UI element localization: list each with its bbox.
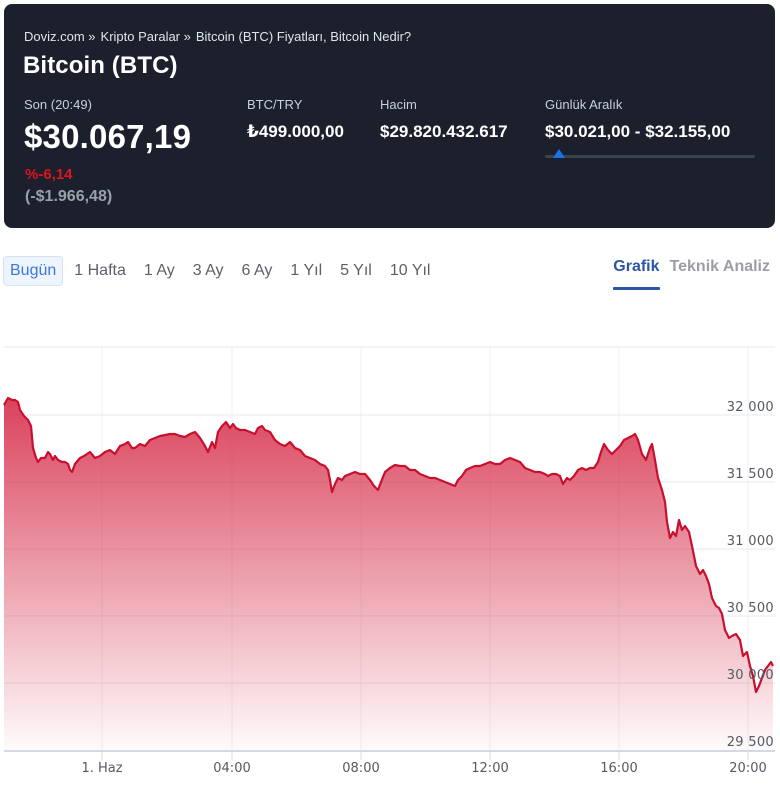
breadcrumb-crypto[interactable]: Kripto Paralar » <box>100 29 191 44</box>
tab-chart[interactable]: Grafik <box>613 258 660 290</box>
breadcrumb: Doviz.com » Kripto Paralar » Bitcoin (BT… <box>24 29 411 44</box>
breadcrumb-current[interactable]: Bitcoin (BTC) Fiyatları, Bitcoin Nedir? <box>195 29 412 44</box>
period-10-years[interactable]: 10 Yıl <box>389 262 431 279</box>
breadcrumb-home[interactable]: Doviz.com » <box>24 29 96 44</box>
btc-try-value: ₺499.000,00 <box>247 122 344 141</box>
daily-range-value: $30.021,00 - $32.155,00 <box>545 122 731 141</box>
btc-try-label: BTC/TRY <box>247 97 303 112</box>
volume-value: $29.820.432.617 <box>380 122 508 141</box>
y-tick-31500: 31 500 <box>726 467 774 482</box>
last-price: $30.067,19 <box>24 118 192 155</box>
last-price-label: Son (20:49) <box>24 97 92 112</box>
price-line <box>3 396 774 694</box>
period-3-months[interactable]: 3 Ay <box>192 262 224 279</box>
instrument-header: Doviz.com » Kripto Paralar » Bitcoin (BT… <box>4 4 775 228</box>
x-tick-0400: 04:00 <box>213 761 251 776</box>
price-area <box>4 398 773 750</box>
period-6-months[interactable]: 6 Ay <box>241 262 273 279</box>
x-tick-1200: 12:00 <box>471 761 509 776</box>
page-title: Bitcoin (BTC) <box>23 52 178 79</box>
period-selector: Bugün 1 Hafta 1 Ay 3 Ay 6 Ay 1 Yıl 5 Yıl… <box>3 256 441 286</box>
price-chart[interactable]: 32 000 31 500 31 000 30 500 30 000 29 50… <box>0 330 780 787</box>
period-1-week[interactable]: 1 Hafta <box>74 262 126 279</box>
tab-technical-analysis[interactable]: Teknik Analiz <box>669 258 770 275</box>
daily-range-track <box>545 155 755 158</box>
chart-canvas <box>3 346 775 760</box>
y-tick-31000: 31 000 <box>726 534 774 549</box>
view-tabs: Grafik Teknik Analiz <box>613 258 770 290</box>
period-1-year[interactable]: 1 Yıl <box>290 262 323 279</box>
period-5-years[interactable]: 5 Yıl <box>340 262 372 279</box>
x-tick-1600: 16:00 <box>600 761 638 776</box>
daily-range-label: Günlük Aralık <box>545 97 623 112</box>
period-today[interactable]: Bugün <box>3 256 64 286</box>
change-percent: %-6,14 <box>25 166 73 183</box>
x-tick-0800: 08:00 <box>342 761 380 776</box>
y-tick-30500: 30 500 <box>726 601 774 616</box>
x-tick-jun-1: 1. Haz <box>81 761 123 776</box>
x-axis-ticks <box>101 751 749 760</box>
x-tick-2000: 20:00 <box>729 761 767 776</box>
period-1-month[interactable]: 1 Ay <box>143 262 175 279</box>
y-tick-32000: 32 000 <box>726 400 774 415</box>
change-absolute: (-$1.966,48) <box>25 188 113 205</box>
range-marker-icon <box>553 149 565 158</box>
volume-label: Hacim <box>380 97 417 112</box>
y-tick-30000: 30 000 <box>726 668 774 683</box>
y-tick-29500: 29 500 <box>726 735 774 750</box>
